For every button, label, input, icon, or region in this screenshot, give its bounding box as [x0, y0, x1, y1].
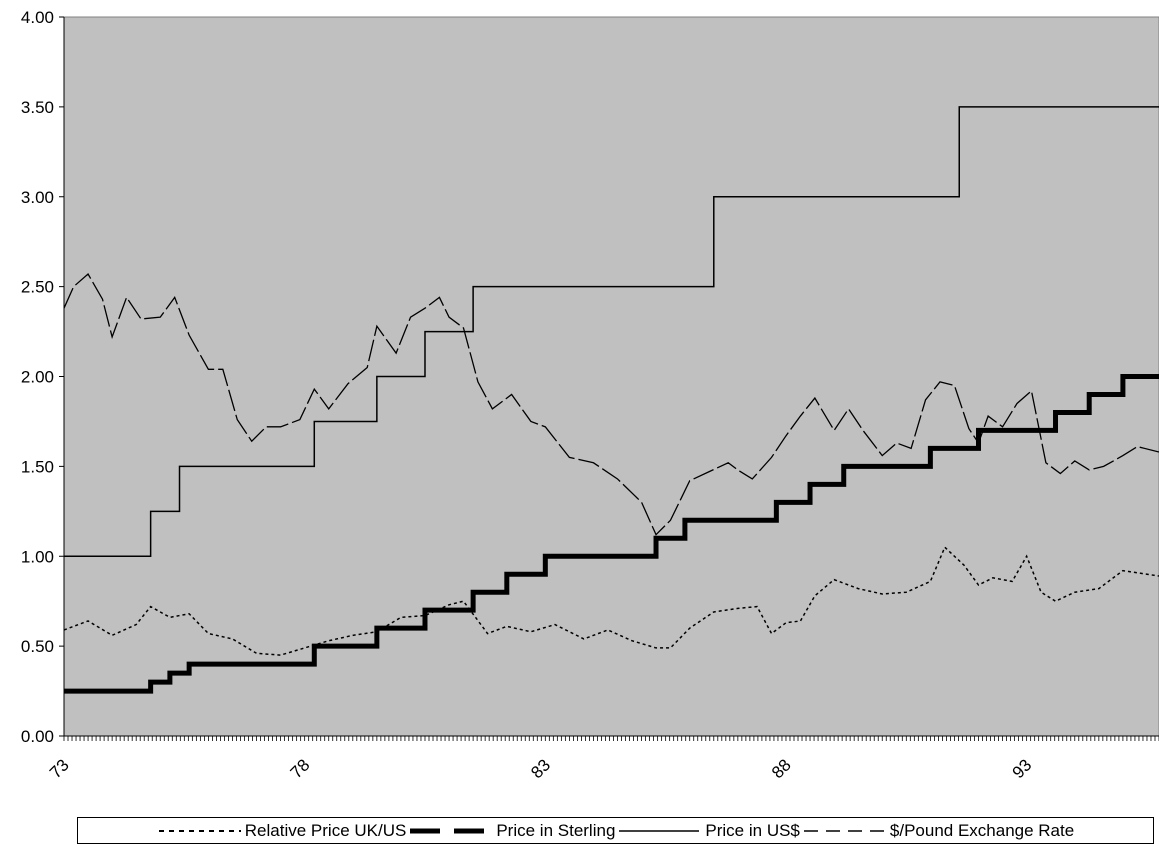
plot-area — [63, 16, 1159, 737]
legend-label-relative-price: Relative Price UK/US — [244, 820, 407, 840]
x-tick-label: 78 — [287, 755, 314, 782]
y-tick-label: 0.50 — [21, 637, 54, 656]
legend-swatch-dashed — [803, 829, 884, 832]
legend-label-price-sterling: Price in Sterling — [496, 820, 616, 840]
x-tick-label: 73 — [46, 755, 73, 782]
legend-item-exchange-rate: $/Pound Exchange Rate — [800, 821, 1074, 841]
x-axis-ticks: 73 78 83 88 93 — [46, 736, 1159, 782]
legend-swatch-thick — [410, 828, 491, 833]
y-tick-label: 4.00 — [21, 8, 54, 27]
y-tick-label: 0.00 — [21, 727, 54, 746]
y-tick-label: 2.00 — [21, 368, 54, 387]
y-axis-ticks: 0.00 0.50 1.00 1.50 2.00 2.50 3.00 3.50 4.00 — [21, 8, 64, 746]
x-tick-label: 83 — [527, 755, 554, 782]
legend-item-price-usd: Price in US$ — [615, 820, 800, 841]
legend-swatch-solid — [619, 829, 700, 832]
y-tick-label: 1.00 — [21, 547, 54, 566]
y-tick-label: 2.50 — [21, 278, 54, 297]
legend-label-price-usd: Price in US$ — [705, 820, 800, 840]
legend-item-relative-price: Relative Price UK/US — [157, 820, 407, 841]
legend-swatch-dotted — [158, 829, 241, 832]
series-layer — [63, 106, 1159, 694]
y-tick-label: 1.50 — [21, 457, 54, 476]
series-line-price-in-us — [64, 106, 1159, 557]
x-tick-label: 93 — [1009, 755, 1036, 782]
y-tick-label: 3.00 — [21, 188, 54, 207]
legend-label-exchange-rate: $/Pound Exchange Rate — [889, 820, 1075, 840]
legend: Relative Price UK/US Price in Sterling P… — [77, 817, 1154, 844]
series-line-pound-exchange-rate — [63, 273, 1159, 536]
x-tick-label: 88 — [768, 755, 795, 782]
y-tick-label: 3.50 — [21, 98, 54, 117]
legend-item-price-sterling: Price in Sterling — [406, 821, 615, 841]
series-line-price-in-sterling — [64, 374, 1159, 694]
